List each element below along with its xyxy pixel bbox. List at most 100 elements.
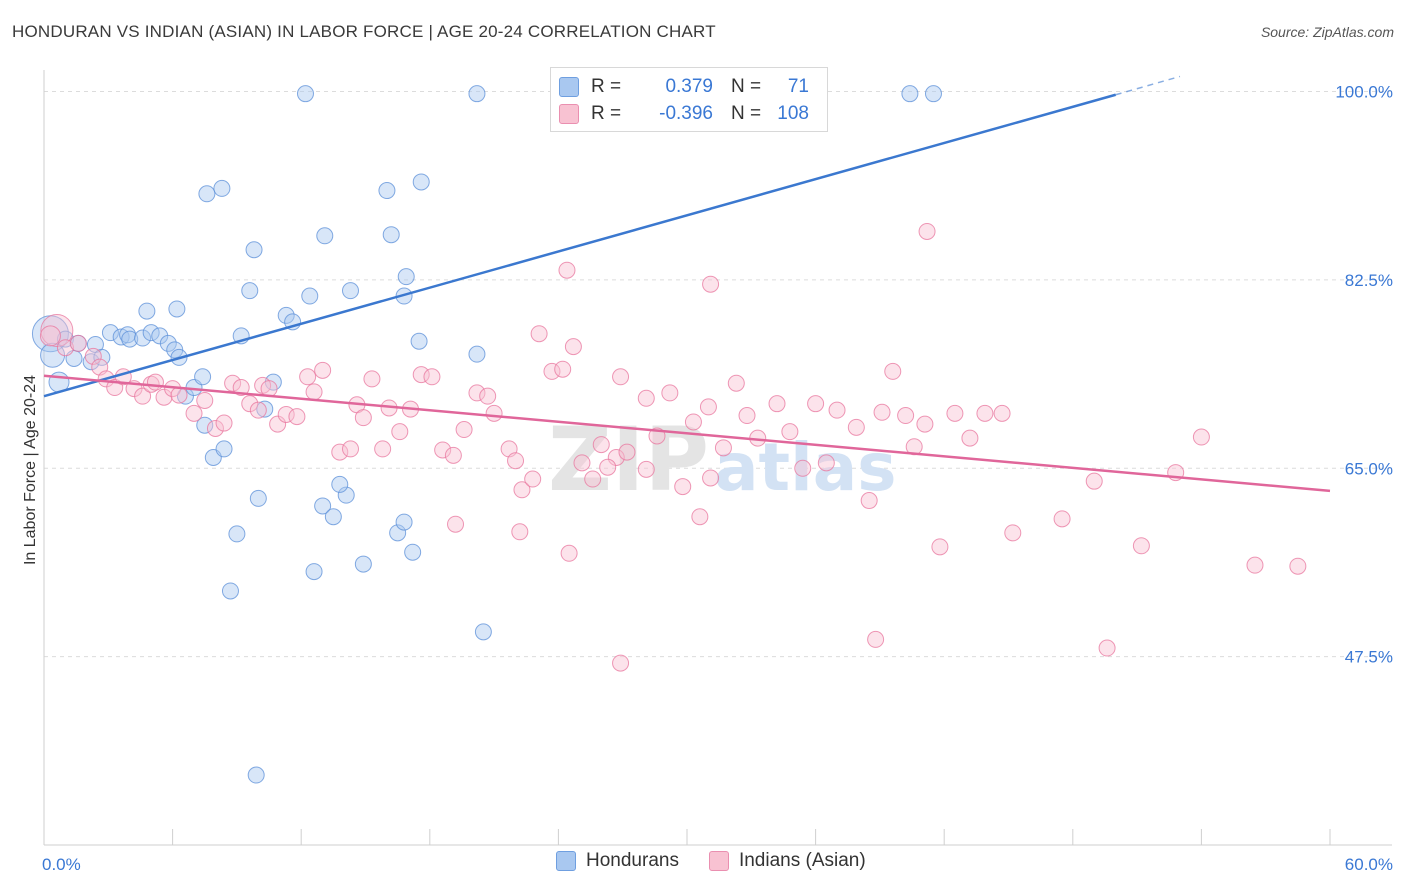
y-tick-label: 65.0%: [1345, 459, 1393, 478]
point-hondurans: [245, 241, 263, 259]
legend-r-label: R =: [591, 103, 622, 124]
point-indians-asian: [84, 347, 102, 365]
point-hondurans: [382, 226, 400, 244]
point-indians-asian: [727, 374, 745, 392]
point-hondurans: [247, 766, 265, 784]
point-indians-asian: [331, 443, 349, 461]
point-indians-asian: [584, 470, 602, 488]
point-indians-asian: [599, 458, 617, 476]
point-indians-asian: [185, 404, 203, 422]
point-indians-asian: [206, 419, 224, 437]
point-indians-asian: [1085, 472, 1103, 490]
legend-n-value: 108: [777, 103, 809, 124]
point-indians-asian: [560, 544, 578, 562]
y-tick-label: 82.5%: [1345, 271, 1393, 290]
point-indians-asian: [1132, 537, 1150, 555]
point-indians-asian: [434, 441, 452, 459]
point-indians-asian: [363, 370, 381, 388]
legend-swatch-indians: [559, 104, 579, 124]
point-indians-asian: [618, 443, 636, 461]
point-indians-asian: [479, 387, 497, 405]
point-indians-asian: [249, 401, 267, 419]
point-hondurans: [215, 440, 233, 458]
point-hondurans: [331, 475, 349, 493]
point-indians-asian: [807, 395, 825, 413]
point-hondurans: [256, 400, 274, 418]
legend-item-indians[interactable]: Indians (Asian): [708, 850, 866, 872]
point-indians-asian: [1098, 639, 1116, 657]
point-indians-asian: [444, 446, 462, 464]
point-hondurans: [56, 330, 74, 348]
trend-lines: [43, 75, 1331, 493]
point-hondurans: [378, 182, 396, 200]
point-indians-asian: [592, 436, 610, 454]
point-hondurans: [198, 185, 216, 203]
point-hondurans: [404, 543, 422, 561]
point-indians-asian: [305, 383, 323, 401]
point-indians-asian: [573, 454, 591, 472]
point-indians-asian: [674, 478, 692, 496]
point-indians-asian: [196, 391, 214, 409]
legend-n-value: 71: [787, 76, 809, 97]
point-indians-asian: [391, 423, 409, 441]
point-indians-asian: [554, 360, 572, 378]
point-indians-asian: [684, 413, 702, 431]
point-hondurans: [468, 345, 486, 363]
point-hondurans: [159, 334, 177, 352]
point-indians-asian: [69, 334, 87, 352]
point-indians-asian: [637, 460, 655, 478]
point-indians-asian: [691, 508, 709, 526]
point-hondurans: [389, 524, 407, 542]
legend-r-value: 0.379: [665, 76, 713, 97]
axes: [43, 70, 1392, 846]
watermark: ZIP atlas: [548, 408, 897, 511]
point-hondurans: [138, 302, 156, 320]
point-indians-asian: [607, 449, 625, 466]
point-hondurans: [142, 324, 160, 342]
point-hondurans: [301, 287, 319, 305]
legend-row-hondurans: R = 0.379 N = 71: [559, 74, 809, 100]
point-indians-asian: [269, 415, 287, 433]
legend-n-label: N =: [731, 103, 762, 124]
legend-r-value: -0.396: [659, 103, 713, 124]
source-credit: Source: ZipAtlas.com: [1260, 24, 1394, 40]
point-indians-asian: [916, 415, 934, 433]
point-indians-asian: [661, 384, 679, 402]
point-indians-asian: [277, 405, 295, 423]
point-hondurans: [397, 268, 415, 286]
point-indians-asian: [56, 339, 74, 357]
point-indians-asian: [867, 630, 885, 648]
point-hondurans: [249, 489, 267, 507]
point-hondurans: [213, 179, 231, 197]
point-hondurans: [221, 582, 239, 600]
point-indians-asian: [558, 261, 576, 279]
legend-swatch-hondurans: [556, 851, 576, 871]
legend-r-label: R =: [591, 76, 622, 97]
point-indians-asian: [423, 368, 441, 386]
point-hondurans: [134, 329, 152, 347]
point-indians-asian: [637, 389, 655, 407]
legend-row-indians: R = -0.396 N = 108: [559, 101, 809, 127]
point-hondurans: [196, 416, 214, 434]
point-indians-asian: [738, 407, 756, 425]
point-hondurans: [194, 368, 212, 386]
point-hondurans: [341, 282, 359, 300]
legend-item-hondurans[interactable]: Hondurans: [556, 850, 679, 872]
point-indians-asian: [993, 404, 1011, 422]
point-hondurans: [228, 525, 246, 543]
point-indians-asian: [860, 492, 878, 510]
point-indians-asian: [468, 384, 486, 402]
stats-legend: R = 0.379 N = 71 R = -0.396 N = 108: [550, 67, 828, 132]
point-hondurans: [316, 227, 334, 245]
point-indians-asian: [299, 368, 317, 386]
point-indians-asian: [1053, 510, 1071, 528]
point-hondurans: [277, 306, 295, 324]
point-indians-asian: [241, 395, 259, 413]
legend-n-label: N =: [731, 76, 762, 97]
point-hondurans: [168, 300, 186, 318]
point-hondurans: [314, 497, 332, 515]
point-indians-asian: [354, 409, 372, 427]
point-indians-asian: [39, 325, 61, 347]
point-indians-asian: [1289, 557, 1307, 575]
gridlines: [44, 91, 1392, 658]
